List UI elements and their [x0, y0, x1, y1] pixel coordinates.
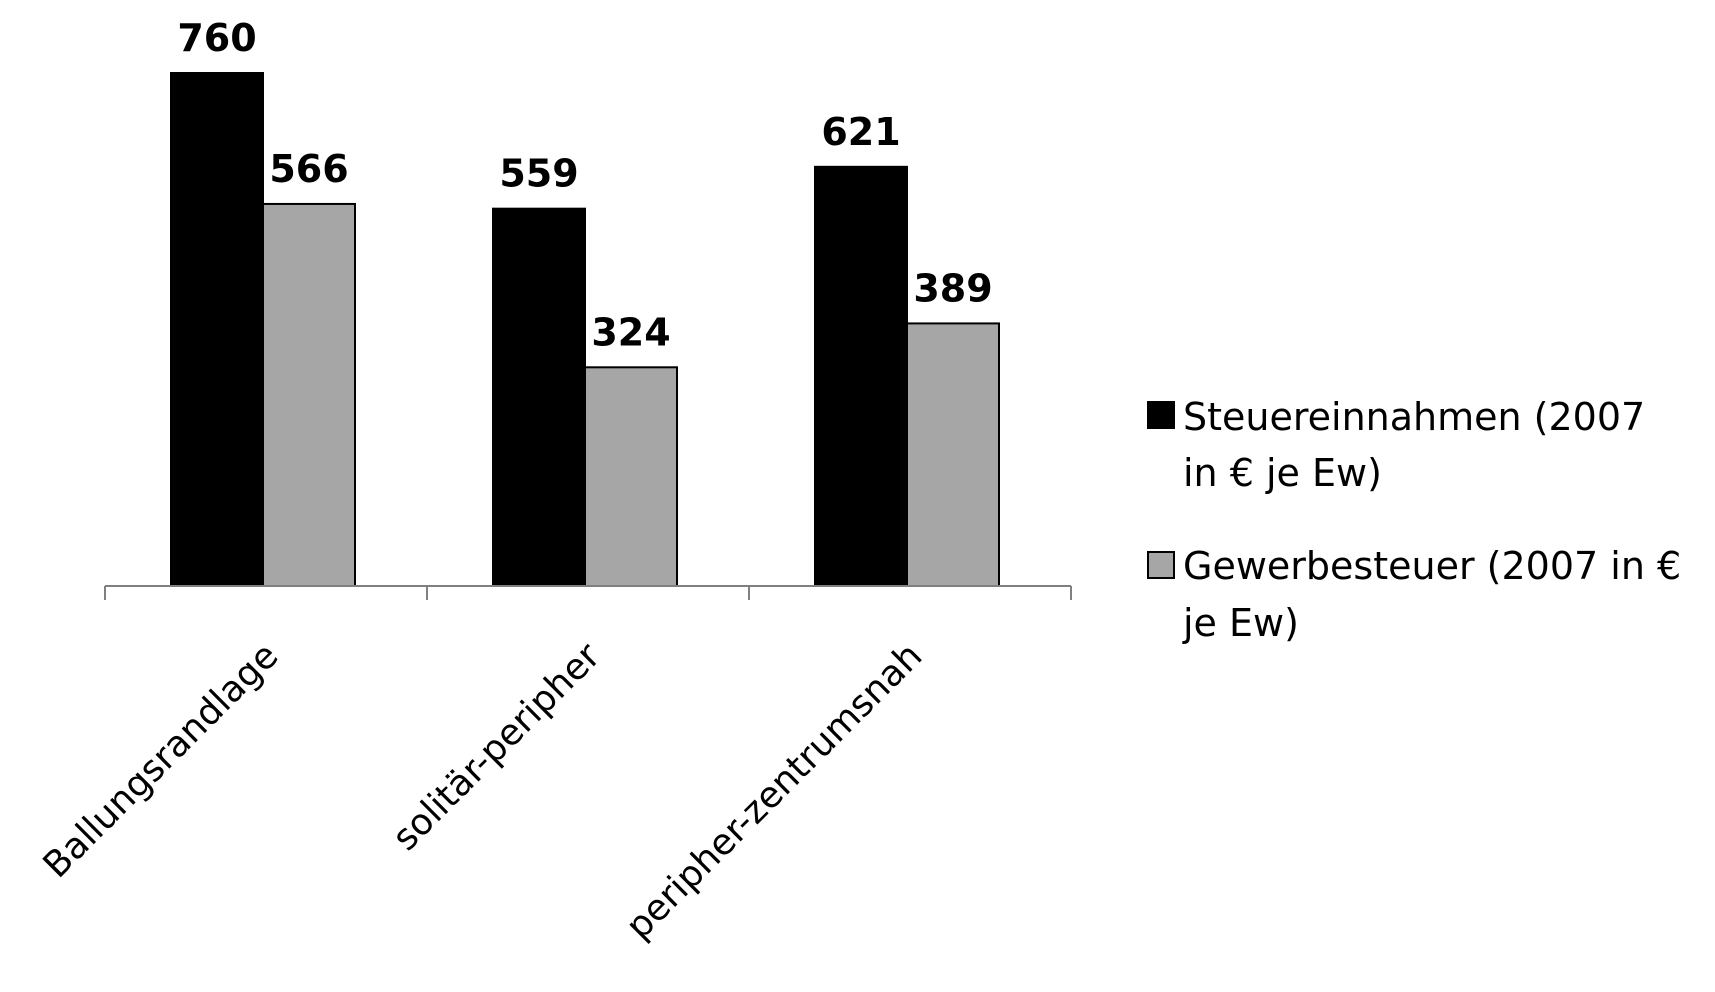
legend-item-steuereinnahmen: Steuereinnahmen (2007 in € je Ew)	[1147, 395, 1645, 495]
data-label-steuereinnahmen-solitar-peripher: 559	[499, 152, 578, 196]
bar-gewerbesteuer-ballungsrandlage	[262, 202, 356, 587]
legend-label-steuereinnahmen-line-1: Steuereinnahmen (2007	[1183, 395, 1645, 439]
bar-gewerbesteuer-solitar-peripher	[584, 366, 678, 587]
legend-swatch-gewerbesteuer	[1147, 551, 1175, 579]
legend-item-gewerbesteuer: Gewerbesteuer (2007 in € je Ew)	[1147, 544, 1681, 645]
bar-gewerbesteuer-peripher-zentrumsnah	[906, 322, 1000, 587]
x-axis	[104, 585, 1072, 600]
data-label-steuereinnahmen-ballungsrandlage: 760	[177, 16, 256, 60]
bar-steuereinnahmen-peripher-zentrumsnah	[814, 165, 908, 587]
bar-steuereinnahmen-ballungsrandlage	[170, 72, 264, 587]
data-label-gewerbesteuer-solitar-peripher: 324	[591, 310, 670, 354]
data-labels-layer: 760 566 559 324 621 389	[177, 16, 992, 354]
category-labels-layer: Ballungsrandlage solitär-peripher peripher…	[36, 635, 931, 947]
legend-label-steuereinnahmen-line-2: in € je Ew)	[1183, 451, 1382, 495]
legend-label-gewerbesteuer-line-2: je Ew)	[1182, 601, 1299, 645]
legend: Steuereinnahmen (2007 in € je Ew) Gewerb…	[1147, 395, 1681, 645]
data-label-gewerbesteuer-peripher-zentrumsnah: 389	[913, 266, 992, 310]
category-label-ballungsrandlage: Ballungsrandlage	[36, 635, 287, 886]
data-label-steuereinnahmen-peripher-zentrumsnah: 621	[821, 110, 900, 154]
category-label-peripher-zentrumsnah: peripher-zentrumsnah	[618, 635, 930, 947]
legend-label-gewerbesteuer-line-1: Gewerbesteuer (2007 in €	[1183, 544, 1681, 588]
bar-steuereinnahmen-solitar-peripher	[492, 207, 586, 588]
category-label-solitar-peripher: solitär-peripher	[385, 635, 608, 858]
legend-swatch-steuereinnahmen	[1147, 401, 1175, 429]
data-label-gewerbesteuer-ballungsrandlage: 566	[269, 147, 348, 191]
bars-layer	[170, 72, 1000, 588]
